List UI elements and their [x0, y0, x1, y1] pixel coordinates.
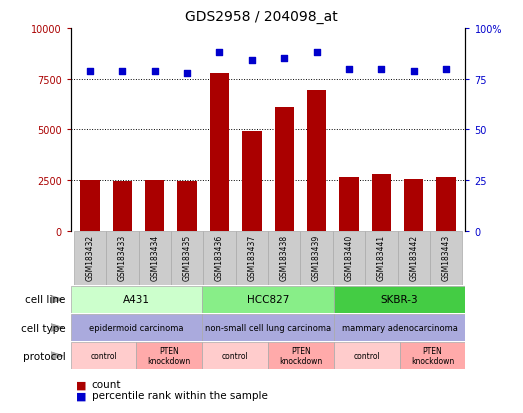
- Text: GSM183442: GSM183442: [409, 234, 418, 280]
- Bar: [74, 231, 106, 285]
- Text: cell line: cell line: [25, 294, 65, 305]
- Point: [442, 66, 450, 73]
- Bar: [430, 231, 462, 285]
- Bar: [112, 181, 132, 231]
- Bar: [307, 90, 326, 231]
- Bar: [210, 74, 229, 231]
- Bar: [81, 180, 100, 231]
- Point: [248, 58, 256, 64]
- Bar: [202, 342, 268, 369]
- Bar: [436, 178, 456, 231]
- Bar: [139, 231, 171, 285]
- Bar: [242, 132, 262, 231]
- Text: HCC827: HCC827: [247, 294, 289, 305]
- Bar: [236, 231, 268, 285]
- Text: control: control: [222, 351, 248, 360]
- Text: A431: A431: [123, 294, 150, 305]
- Bar: [203, 231, 236, 285]
- Text: cell type: cell type: [21, 323, 65, 333]
- Point: [118, 68, 127, 75]
- Text: control: control: [90, 351, 117, 360]
- Bar: [268, 342, 334, 369]
- Text: GSM183436: GSM183436: [215, 234, 224, 280]
- Bar: [333, 231, 365, 285]
- Bar: [372, 175, 391, 231]
- Bar: [268, 231, 300, 285]
- Bar: [137, 342, 202, 369]
- Bar: [400, 342, 465, 369]
- Bar: [171, 231, 203, 285]
- Bar: [300, 231, 333, 285]
- Bar: [404, 180, 424, 231]
- Bar: [145, 180, 164, 231]
- Text: non-small cell lung carcinoma: non-small cell lung carcinoma: [205, 323, 331, 332]
- Bar: [202, 286, 334, 313]
- Bar: [177, 181, 197, 231]
- Text: GSM183439: GSM183439: [312, 234, 321, 280]
- Bar: [397, 231, 430, 285]
- Point: [377, 66, 385, 73]
- Text: mammary adenocarcinoma: mammary adenocarcinoma: [342, 323, 458, 332]
- Bar: [334, 286, 465, 313]
- Point: [183, 70, 191, 77]
- Text: GSM183433: GSM183433: [118, 234, 127, 280]
- Text: percentile rank within the sample: percentile rank within the sample: [92, 390, 267, 400]
- Bar: [339, 178, 359, 231]
- Bar: [71, 286, 202, 313]
- Bar: [334, 314, 465, 341]
- Point: [312, 50, 321, 57]
- Bar: [202, 314, 334, 341]
- Bar: [71, 314, 202, 341]
- Point: [215, 50, 224, 57]
- Polygon shape: [51, 324, 63, 332]
- Text: GSM183435: GSM183435: [183, 234, 191, 280]
- Text: control: control: [354, 351, 380, 360]
- Point: [280, 56, 288, 62]
- Text: count: count: [92, 380, 121, 389]
- Point: [151, 68, 159, 75]
- Text: GSM183437: GSM183437: [247, 234, 256, 280]
- Text: GSM183432: GSM183432: [86, 234, 95, 280]
- Polygon shape: [51, 352, 63, 360]
- Text: GSM183434: GSM183434: [150, 234, 160, 280]
- Text: ■: ■: [76, 380, 86, 389]
- Polygon shape: [51, 296, 63, 304]
- Text: GDS2958 / 204098_at: GDS2958 / 204098_at: [185, 10, 338, 24]
- Text: PTEN
knockdown: PTEN knockdown: [279, 346, 323, 366]
- Bar: [106, 231, 139, 285]
- Text: GSM183438: GSM183438: [280, 234, 289, 280]
- Point: [345, 66, 353, 73]
- Text: PTEN
knockdown: PTEN knockdown: [147, 346, 191, 366]
- Text: GSM183443: GSM183443: [441, 234, 450, 280]
- Bar: [275, 108, 294, 231]
- Point: [410, 68, 418, 75]
- Text: GSM183440: GSM183440: [345, 234, 354, 280]
- Text: ■: ■: [76, 390, 86, 400]
- Bar: [71, 342, 137, 369]
- Text: SKBR-3: SKBR-3: [381, 294, 418, 305]
- Text: GSM183441: GSM183441: [377, 234, 386, 280]
- Bar: [334, 342, 400, 369]
- Point: [86, 68, 94, 75]
- Bar: [365, 231, 397, 285]
- Text: epidermoid carcinoma: epidermoid carcinoma: [89, 323, 184, 332]
- Text: protocol: protocol: [22, 351, 65, 361]
- Text: PTEN
knockdown: PTEN knockdown: [411, 346, 454, 366]
